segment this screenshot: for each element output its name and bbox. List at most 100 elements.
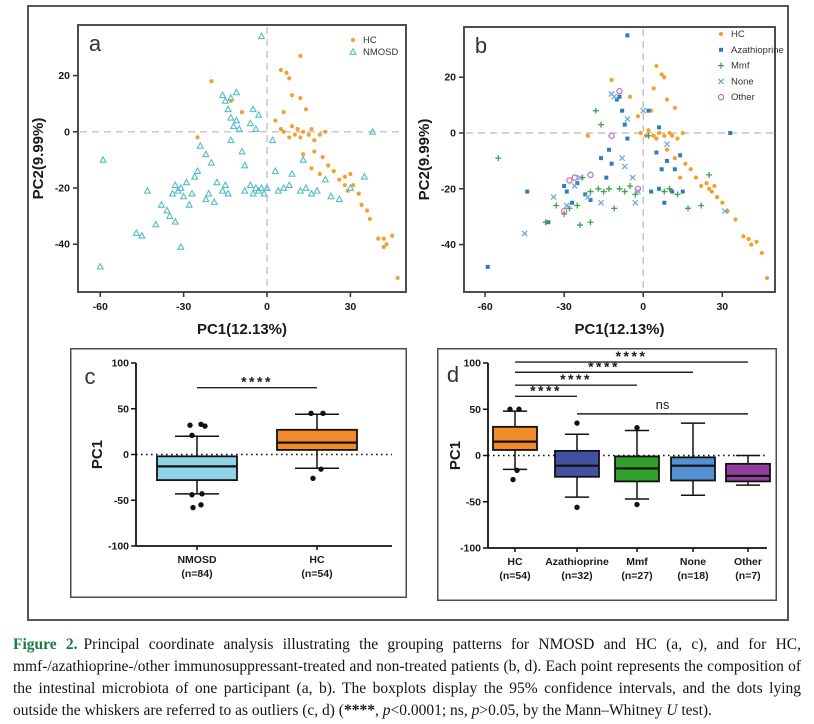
hc-point <box>646 128 651 133</box>
hc-point <box>309 166 314 171</box>
hc-point <box>672 156 677 161</box>
hc-point <box>654 63 659 69</box>
nmosd-point <box>268 135 277 144</box>
y-tick-label: -50 <box>466 496 481 508</box>
legend-marker-azathioprine <box>719 47 723 52</box>
caption-segment: p <box>471 702 480 719</box>
nmosd-point <box>229 121 238 130</box>
azathioprine-point <box>525 189 530 194</box>
outlier-dot <box>198 502 204 508</box>
significance-label-stars: **** <box>530 382 562 398</box>
outlier-dot <box>187 422 193 428</box>
category-label: Mmf <box>626 556 648 568</box>
azathioprine-point <box>564 189 569 194</box>
significance-label-ns: ns <box>656 397 670 412</box>
hc-point <box>317 132 322 137</box>
nmosd-point <box>279 183 288 191</box>
nmosd-point <box>235 124 244 132</box>
azathioprine-point <box>622 122 627 127</box>
other-point <box>566 177 573 184</box>
hc-point <box>331 169 336 174</box>
hc-point <box>667 130 672 136</box>
nmosd-point <box>207 158 216 166</box>
x-tick-label: 30 <box>716 301 728 313</box>
box-body <box>554 449 600 478</box>
y-tick-label: 0 <box>64 126 70 138</box>
hc-point <box>278 67 284 73</box>
nmosd-point <box>218 186 227 194</box>
azathioprine-point <box>728 131 733 135</box>
none-point <box>632 199 639 206</box>
none-point <box>571 182 578 190</box>
outlier-dot <box>190 504 196 511</box>
legend-marker-mmf <box>718 62 724 69</box>
hc-point <box>306 132 311 137</box>
y-tick-label: 100 <box>463 358 481 370</box>
nmosd-point <box>213 178 221 186</box>
other-point <box>571 174 578 181</box>
nmosd-point <box>257 183 266 191</box>
azathioprine-point <box>659 167 664 172</box>
nmosd-point <box>263 183 271 191</box>
category-n-label: (n=18) <box>677 570 708 582</box>
nmosd-point <box>210 197 219 205</box>
box-other <box>725 454 771 552</box>
hc-point <box>704 181 709 186</box>
outlier-dot <box>574 504 580 510</box>
nmosd-point <box>252 183 260 191</box>
category-label: None <box>680 556 706 568</box>
category-label: NMOSD <box>177 554 217 566</box>
x-tick-label: -60 <box>477 301 492 313</box>
hc-point <box>326 163 331 168</box>
legend-label: None <box>731 76 754 87</box>
y-tick-label: -100 <box>460 543 481 555</box>
nmosd-point <box>179 192 188 200</box>
box-body <box>492 425 538 451</box>
x-tick-label: 30 <box>345 301 357 313</box>
other-point <box>560 207 568 215</box>
nmosd-point <box>204 189 213 197</box>
legend-marker-other <box>717 93 725 101</box>
hc-point <box>209 79 214 84</box>
none-point <box>576 174 583 181</box>
nmosd-point <box>321 175 330 183</box>
mmf-point <box>666 185 673 192</box>
y-tick-label: 20 <box>444 72 456 84</box>
nmosd-point <box>249 189 257 197</box>
nmosd-point <box>99 155 107 163</box>
outlier-dot <box>189 432 195 438</box>
legend-marker-nmosd <box>349 47 357 55</box>
hc-point <box>585 133 590 138</box>
nmosd-point <box>188 189 196 197</box>
hc-point <box>312 138 317 143</box>
azathioprine-point <box>620 108 625 113</box>
hc-point <box>381 236 386 241</box>
legend: HC Azathioprine Mmf None Other <box>717 29 784 103</box>
hc-point <box>348 171 353 177</box>
box-nmosd <box>156 421 238 550</box>
nmosd-point <box>202 194 210 203</box>
hc-point <box>709 189 714 194</box>
mmf-point <box>706 171 713 178</box>
nmosd-point <box>249 105 257 113</box>
azathioprine-point <box>599 156 604 161</box>
category-n-label: (n=84) <box>181 568 212 580</box>
hc-point <box>195 135 200 140</box>
hc-point <box>273 118 278 123</box>
category-n-label: (n=54) <box>499 570 530 582</box>
mmf-point <box>605 185 612 192</box>
nmosd-point <box>240 161 249 169</box>
hc-point <box>289 124 295 129</box>
category-n-label: (n=27) <box>621 570 652 582</box>
none-point <box>563 202 570 209</box>
azathioprine-point <box>664 158 669 163</box>
nmosd-point <box>168 189 177 197</box>
y-tick-label: 100 <box>111 358 129 370</box>
panel-a-pcoa-scatter: -60 -30 0 30 20 0 -20 -40 PC1(12.13%) PC2(9.99%) a… <box>30 24 407 338</box>
hc-point <box>746 236 751 242</box>
other-point <box>587 171 594 179</box>
caption-segment: Principal coordinate analysis illustrati… <box>13 636 801 719</box>
panel-border <box>70 348 407 598</box>
caption-segment: **** <box>343 702 375 719</box>
